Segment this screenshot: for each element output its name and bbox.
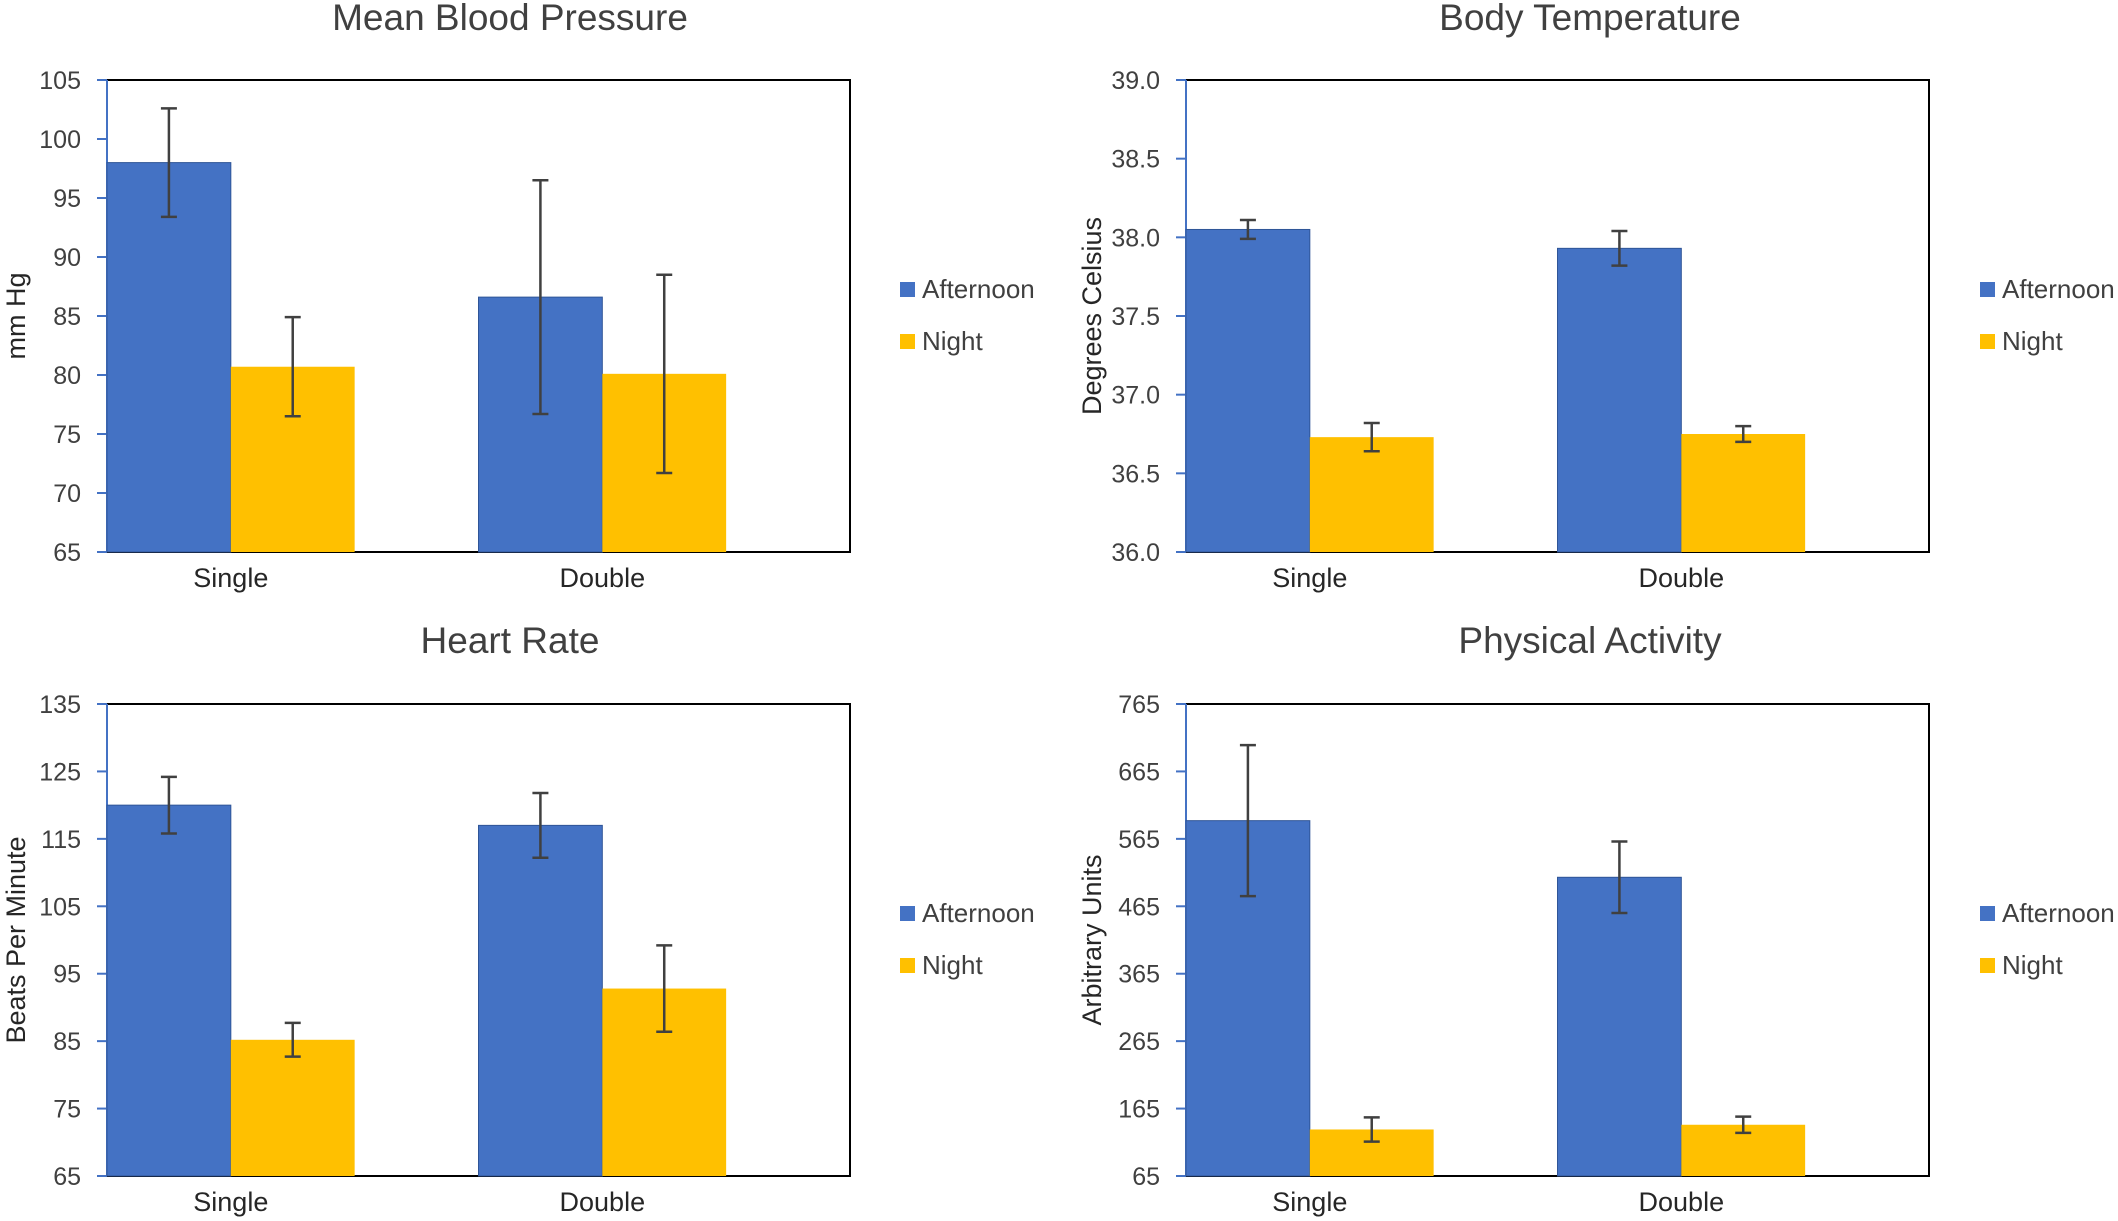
x-tick-label: Double [560, 1187, 646, 1217]
bar-afternoon-single [106, 162, 232, 553]
legend-label-night: Night [2002, 326, 2063, 356]
bar-afternoon-double [478, 824, 603, 1177]
panel-blood-pressure: Mean Blood Pressure mm Hg 65 70 75 80 85 90 95… [1, 0, 1035, 593]
panel-physical-activity: Physical Activity Arbitrary Units 65 165 2… [1077, 620, 2115, 1217]
y-tick-label: 135 [39, 691, 81, 719]
legend-label-night: Night [2002, 950, 2063, 980]
legend-swatch-night [1980, 958, 1995, 973]
y-tick-label: 65 [53, 539, 81, 567]
legend-label-afternoon: Afternoon [922, 274, 1035, 304]
chart-title: Physical Activity [1458, 620, 1722, 661]
y-tick-label: 38.0 [1111, 224, 1160, 252]
legend-swatch-night [900, 334, 915, 349]
x-tick-label: Single [1272, 1187, 1347, 1217]
legend-swatch-afternoon [900, 282, 915, 297]
legend-label-night: Night [922, 326, 983, 356]
y-tick-label: 36.0 [1111, 539, 1160, 567]
y-tick-label: 80 [53, 362, 81, 390]
y-tick-label: 75 [53, 421, 81, 449]
y-tick-label: 38.5 [1111, 146, 1160, 174]
bar-afternoon-double [1557, 247, 1682, 553]
panel-body-temperature: Body Temperature Degrees Celsius 36.0 36.… [1077, 0, 2115, 593]
y-tick-label: 75 [53, 1096, 81, 1124]
x-tick-label: Double [560, 563, 646, 593]
x-tick-label: Double [1639, 563, 1725, 593]
chart-title: Heart Rate [421, 620, 600, 661]
y-tick-label: 100 [39, 126, 81, 154]
bar-afternoon-double [1557, 876, 1682, 1177]
y-tick-label: 365 [1118, 961, 1160, 989]
y-tick-label: 70 [53, 480, 81, 508]
y-tick-label: 65 [53, 1163, 81, 1191]
y-tick-label: 36.5 [1111, 460, 1160, 488]
y-axis-label: mm Hg [1, 273, 31, 360]
bar-night-single [230, 1039, 355, 1176]
x-tick-label: Single [193, 1187, 268, 1217]
y-tick-label: 65 [1132, 1163, 1160, 1191]
legend-swatch-afternoon [1980, 282, 1995, 297]
x-tick-label: Single [1272, 563, 1347, 593]
y-tick-label: 125 [39, 758, 81, 786]
y-tick-label: 90 [53, 244, 81, 272]
y-tick-label: 39.0 [1111, 67, 1160, 95]
y-tick-label: 665 [1118, 758, 1160, 786]
y-tick-label: 95 [53, 185, 81, 213]
x-tick-label: Double [1639, 1187, 1725, 1217]
legend-label-night: Night [922, 950, 983, 980]
y-tick-label: 95 [53, 961, 81, 989]
y-tick-label: 105 [39, 67, 81, 95]
legend-swatch-afternoon [1980, 906, 1995, 921]
y-axis-label: Arbitrary Units [1077, 854, 1107, 1025]
y-tick-label: 765 [1118, 691, 1160, 719]
y-tick-label: 85 [53, 1028, 81, 1056]
y-tick-label: 115 [41, 826, 81, 854]
legend-label-afternoon: Afternoon [922, 898, 1035, 928]
bar-afternoon-single [106, 804, 232, 1177]
y-tick-label: 565 [1118, 826, 1160, 854]
y-tick-label: 37.0 [1111, 382, 1160, 410]
bar-night-double [1681, 434, 1806, 552]
y-axis-label: Beats Per Minute [1, 836, 31, 1043]
y-tick-label: 85 [53, 303, 81, 331]
bar-night-single [1309, 437, 1434, 552]
legend-swatch-night [900, 958, 915, 973]
y-tick-label: 265 [1118, 1028, 1160, 1056]
y-tick-label: 165 [1118, 1096, 1160, 1124]
x-tick-label: Single [193, 563, 268, 593]
panel-heart-rate: Heart Rate Beats Per Minute 65 75 85 95 105 1… [1, 620, 1035, 1217]
legend-label-afternoon: Afternoon [2002, 274, 2115, 304]
chart-title: Body Temperature [1439, 0, 1741, 38]
legend-swatch-night [1980, 334, 1995, 349]
y-tick-label: 465 [1118, 893, 1160, 921]
y-tick-label: 37.5 [1111, 303, 1160, 331]
legend-swatch-afternoon [900, 906, 915, 921]
legend-label-afternoon: Afternoon [2002, 898, 2115, 928]
chart-title: Mean Blood Pressure [332, 0, 688, 38]
y-axis-label: Degrees Celsius [1077, 217, 1107, 415]
y-tick-label: 105 [39, 893, 81, 921]
bar-afternoon-single [1185, 228, 1311, 553]
